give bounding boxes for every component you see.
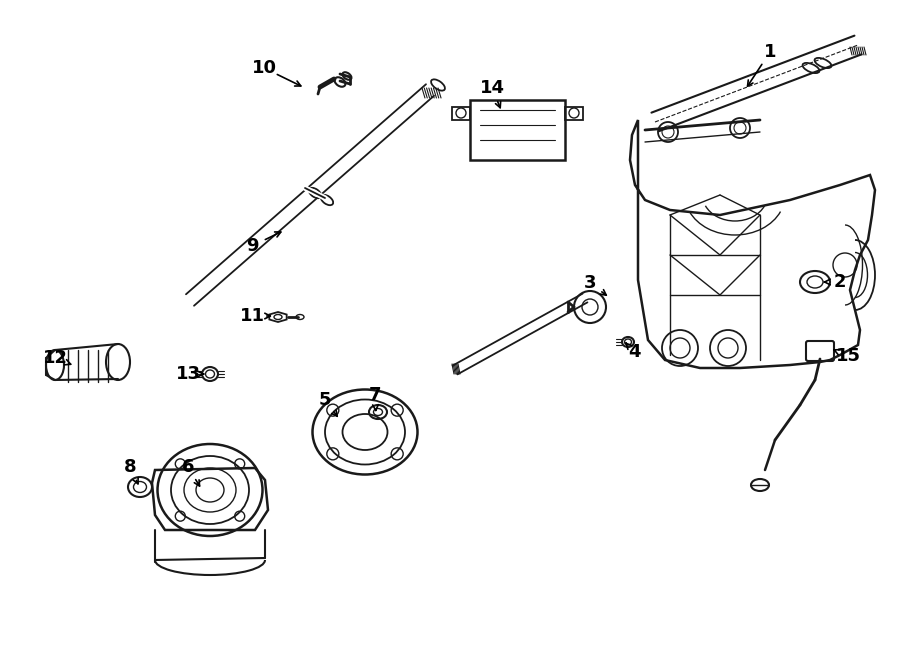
Text: 7: 7	[369, 386, 382, 404]
Text: 8: 8	[123, 458, 136, 476]
Text: 13: 13	[176, 365, 201, 383]
Text: 15: 15	[835, 347, 860, 365]
Text: 4: 4	[628, 343, 640, 361]
Text: 6: 6	[182, 458, 194, 476]
Text: 5: 5	[319, 391, 331, 409]
Polygon shape	[630, 120, 875, 368]
Text: 10: 10	[251, 59, 276, 77]
Text: 2: 2	[833, 273, 846, 291]
Text: 12: 12	[42, 349, 68, 367]
Text: 11: 11	[239, 307, 265, 325]
Text: 14: 14	[480, 79, 505, 97]
Text: 9: 9	[246, 237, 258, 255]
Text: 1: 1	[764, 43, 776, 61]
Text: 3: 3	[584, 274, 596, 292]
